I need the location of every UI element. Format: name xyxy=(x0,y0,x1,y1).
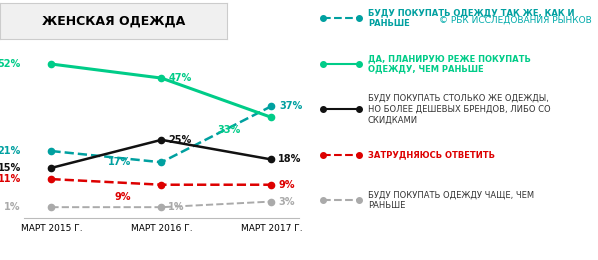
Text: 25%: 25% xyxy=(169,135,191,145)
Text: 9%: 9% xyxy=(114,192,131,202)
Text: ЗАТРУДНЯЮСЬ ОТВЕТИТЬ: ЗАТРУДНЯЮСЬ ОТВЕТИТЬ xyxy=(368,150,495,159)
Text: 18%: 18% xyxy=(279,154,302,165)
Text: 52%: 52% xyxy=(0,59,21,69)
Text: 33%: 33% xyxy=(218,125,241,135)
Text: БУДУ ПОКУПАТЬ ОДЕЖДУ ЧАЩЕ, ЧЕМ
РАНЬШЕ: БУДУ ПОКУПАТЬ ОДЕЖДУ ЧАЩЕ, ЧЕМ РАНЬШЕ xyxy=(368,190,534,210)
Text: 37%: 37% xyxy=(280,101,303,111)
Text: БУДУ ПОКУПАТЬ СТОЛЬКО ЖЕ ОДЕЖДЫ,
НО БОЛЕЕ ДЕШЕВЫХ БРЕНДОВ, ЛИБО СО
СКИДКАМИ: БУДУ ПОКУПАТЬ СТОЛЬКО ЖЕ ОДЕЖДЫ, НО БОЛЕ… xyxy=(368,94,550,125)
Text: ЖЕНСКАЯ ОДЕЖДА: ЖЕНСКАЯ ОДЕЖДА xyxy=(42,14,185,27)
Text: 3%: 3% xyxy=(279,197,295,206)
Text: БУДУ ПОКУПАТЬ ОДЕЖДУ ТАК ЖЕ, КАК И
РАНЬШЕ: БУДУ ПОКУПАТЬ ОДЕЖДУ ТАК ЖЕ, КАК И РАНЬШ… xyxy=(368,8,574,28)
Text: 1%: 1% xyxy=(4,202,21,212)
Text: 47%: 47% xyxy=(169,73,191,83)
Text: © РБК ИССЛЕДОВАНИЯ РЫНКОВ: © РБК ИССЛЕДОВАНИЯ РЫНКОВ xyxy=(440,16,592,25)
Text: 15%: 15% xyxy=(0,163,21,173)
Text: 17%: 17% xyxy=(108,157,131,167)
Text: 9%: 9% xyxy=(279,180,295,190)
Text: 1%: 1% xyxy=(169,202,185,212)
Text: 11%: 11% xyxy=(0,174,21,184)
Text: 21%: 21% xyxy=(0,146,21,156)
Text: ДА, ПЛАНИРУЮ РЕЖЕ ПОКУПАТЬ
ОДЕЖДУ, ЧЕМ РАНЬШЕ: ДА, ПЛАНИРУЮ РЕЖЕ ПОКУПАТЬ ОДЕЖДУ, ЧЕМ Р… xyxy=(368,54,530,74)
